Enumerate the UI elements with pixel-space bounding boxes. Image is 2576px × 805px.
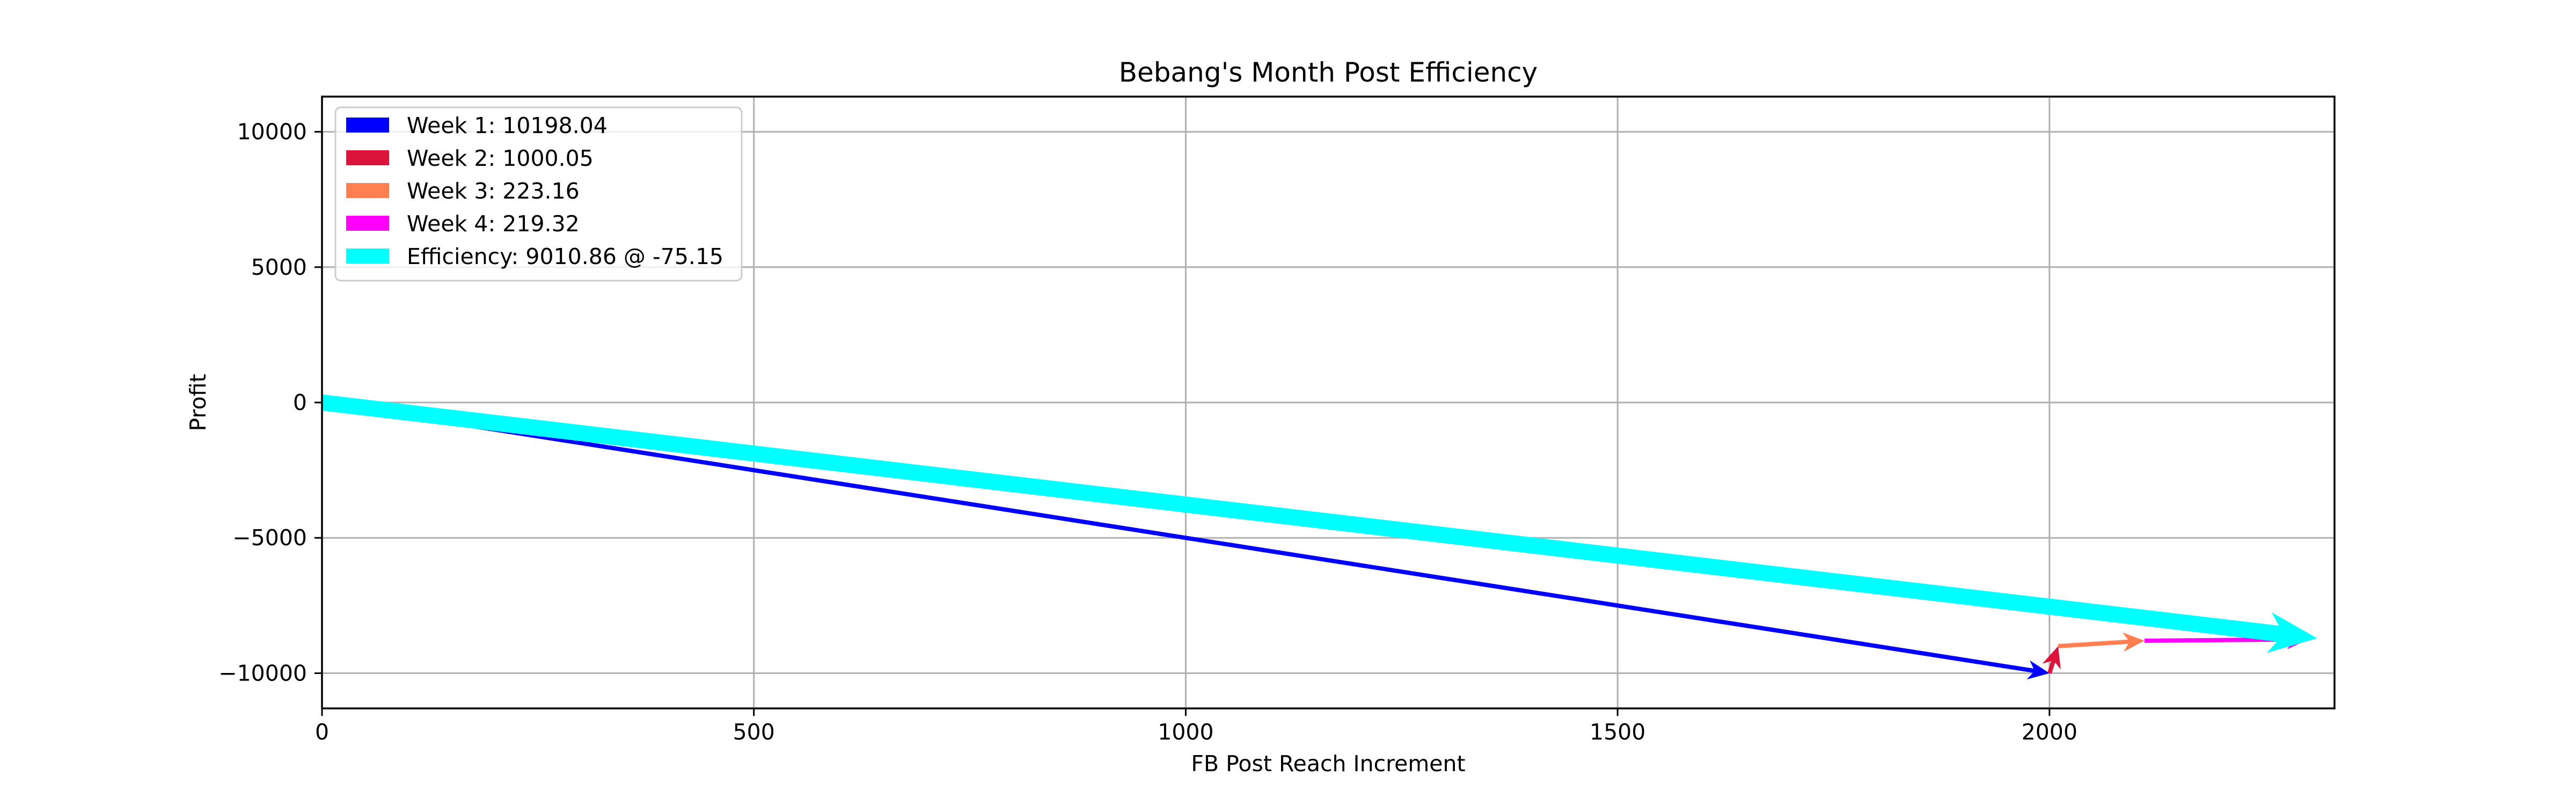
arrow-head bbox=[2026, 660, 2050, 680]
arrow-head bbox=[2042, 646, 2061, 670]
legend: Week 1: 10198.04 Week 2: 1000.05 Week 3: 2… bbox=[334, 106, 743, 282]
chart-title: Bebang's Month Post Efficiency bbox=[1119, 57, 1538, 88]
legend-label: Week 2: 1000.05 bbox=[407, 145, 594, 171]
legend-swatch bbox=[346, 118, 389, 133]
arrow-shaft bbox=[2058, 639, 2130, 648]
x-tick-label: 2000 bbox=[2022, 719, 2077, 745]
x-tick-label: 0 bbox=[315, 719, 329, 745]
y-tick-label: 5000 bbox=[251, 254, 307, 280]
x-tick-label: 500 bbox=[733, 719, 775, 745]
ticks: 0 500 1000 1500 2000 10000 5000 0 −5000 −10000 bbox=[218, 119, 2077, 745]
y-tick-label: 0 bbox=[293, 390, 307, 415]
arrow-shaft bbox=[321, 400, 2035, 674]
y-tick-label: −10000 bbox=[218, 660, 307, 686]
y-tick-label: −5000 bbox=[232, 525, 307, 551]
legend-swatch bbox=[346, 183, 389, 198]
arrow-shaft bbox=[321, 394, 2285, 642]
y-axis-label: Profit bbox=[185, 374, 211, 431]
x-tick-label: 1000 bbox=[1158, 719, 1213, 745]
arrow-5 bbox=[321, 394, 2317, 653]
grid bbox=[321, 97, 2334, 708]
legend-item: Efficiency: 9010.86 @ -75.15 bbox=[346, 244, 723, 269]
legend-label: Week 3: 223.16 bbox=[407, 178, 580, 204]
arrow-2 bbox=[2042, 646, 2061, 674]
legend-label: Week 4: 219.32 bbox=[407, 211, 580, 237]
legend-box bbox=[334, 106, 743, 282]
legend-swatch bbox=[346, 150, 389, 165]
arrow-head bbox=[2266, 612, 2317, 653]
legend-label: Week 1: 10198.04 bbox=[407, 113, 608, 138]
y-tick-label: 10000 bbox=[237, 119, 307, 145]
legend-items: Week 1: 10198.04 Week 2: 1000.05 Week 3: 2… bbox=[346, 113, 723, 269]
x-tick-label: 1500 bbox=[1590, 719, 1645, 745]
x-axis-label: FB Post Reach Increment bbox=[1191, 751, 1465, 777]
arrow-3 bbox=[2058, 632, 2145, 652]
legend-label: Efficiency: 9010.86 @ -75.15 bbox=[407, 244, 723, 269]
legend-item: Week 2: 1000.05 bbox=[346, 145, 594, 171]
legend-item: Week 4: 219.32 bbox=[346, 211, 580, 237]
legend-swatch bbox=[346, 248, 389, 264]
arrow-head bbox=[2122, 632, 2145, 652]
legend-item: Week 3: 223.16 bbox=[346, 178, 580, 204]
arrow-1 bbox=[321, 400, 2050, 680]
legend-item: Week 1: 10198.04 bbox=[346, 113, 608, 138]
arrow-shaft bbox=[2047, 660, 2056, 674]
arrows bbox=[321, 394, 2317, 680]
legend-swatch bbox=[346, 216, 389, 231]
